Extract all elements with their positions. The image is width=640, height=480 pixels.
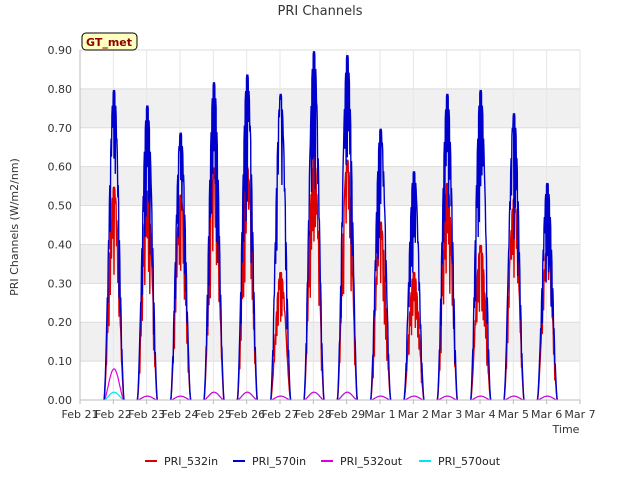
legend-label: PRI_570in	[252, 455, 306, 468]
x-tick-label: Mar 3	[431, 408, 462, 421]
series-day-curve	[203, 391, 225, 401]
series-day-curve	[270, 93, 292, 401]
series-day-curve	[536, 182, 558, 401]
series-layer	[103, 51, 558, 401]
axes: 0.00 0.10 0.20 0.30 0.40 0.50 0.60 0.70 0.80 0.90…	[48, 44, 596, 421]
y-tick-label: 0.00	[48, 394, 73, 407]
x-tick-label: Feb 28	[295, 408, 332, 421]
series-PRI_570in	[103, 51, 558, 401]
series-PRI_532out	[103, 368, 558, 401]
y-tick-label: 0.10	[48, 355, 73, 368]
series-day-curve	[503, 113, 525, 401]
x-tick-label: Feb 22	[95, 408, 132, 421]
series-day-curve	[270, 271, 292, 401]
badge-box	[81, 32, 138, 51]
series-day-curve	[170, 395, 191, 401]
y-tick-label: 0.20	[48, 316, 73, 329]
series-day-curve	[436, 93, 458, 401]
legend-item: PRI_532out	[321, 455, 403, 468]
x-tick-label: Mar 5	[498, 408, 529, 421]
series-day-curve	[203, 82, 225, 401]
x-tick-label: Feb 23	[128, 408, 165, 421]
series-day-curve	[504, 395, 524, 401]
series-day-curve	[103, 368, 125, 401]
badge-label: GT_met	[86, 36, 132, 49]
legend-label: PRI_570out	[438, 455, 501, 468]
y-tick-label: 0.70	[48, 122, 73, 135]
y-tick-label: 0.60	[48, 161, 73, 174]
series-day-curve	[237, 391, 258, 401]
series-day-curve	[303, 391, 325, 401]
series-day-curve	[437, 395, 458, 401]
series-day-curve	[270, 395, 291, 401]
series-day-curve	[403, 171, 425, 401]
y-tick-label: 0.30	[48, 277, 73, 290]
series-day-curve	[103, 391, 125, 401]
series-day-curve	[370, 128, 392, 401]
x-tick-label: Mar 4	[464, 408, 495, 421]
legend-item: PRI_532in	[145, 455, 218, 468]
legend-item: PRI_570in	[233, 455, 306, 468]
series-day-curve	[337, 391, 358, 401]
legend: PRI_532in PRI_570in PRI_532out PRI_570out	[145, 455, 501, 468]
y-tick-label: 0.90	[48, 44, 73, 57]
x-axis-label: Time	[552, 423, 580, 436]
x-tick-label: Mar 1	[364, 408, 395, 421]
x-tick-label: Feb 25	[195, 408, 232, 421]
series-day-curve	[137, 395, 158, 401]
series-day-curve	[303, 51, 325, 401]
series-day-curve	[103, 89, 125, 401]
series-day-curve	[470, 89, 492, 401]
legend-item: PRI_570out	[419, 455, 501, 468]
y-tick-label: 0.80	[48, 83, 73, 96]
legend-label: PRI_532in	[164, 455, 218, 468]
x-tick-label: Feb 26	[228, 408, 265, 421]
series-day-curve	[336, 55, 358, 401]
legend-label: PRI_532out	[340, 455, 403, 468]
background-band	[80, 322, 580, 362]
x-tick-label: Mar 2	[398, 408, 429, 421]
series-day-curve	[236, 74, 258, 401]
background-band	[80, 166, 580, 206]
background-bands	[80, 88, 580, 362]
y-axis-label: PRI Channels (W/m2/nm)	[8, 158, 21, 296]
x-tick-label: Feb 27	[262, 408, 299, 421]
y-tick-label: 0.40	[48, 238, 73, 251]
chart-title: PRI Channels	[278, 4, 363, 19]
series-day-curve	[370, 395, 391, 401]
background-band	[80, 244, 580, 284]
series-day-curve	[537, 395, 558, 401]
series-day-curve	[470, 244, 492, 401]
series-day-curve	[404, 395, 424, 401]
series-day-curve	[136, 105, 158, 401]
x-tick-label: Feb 29	[328, 408, 365, 421]
series-day-curve	[170, 132, 192, 401]
x-tick-label: Feb 24	[162, 408, 199, 421]
y-tick-label: 0.50	[48, 200, 73, 213]
x-tick-label: Feb 21	[62, 408, 99, 421]
x-tick-label: Mar 6	[531, 408, 562, 421]
x-tick-label: Mar 7	[564, 408, 595, 421]
background-band	[80, 88, 580, 128]
gt-met-badge: GT_met	[81, 32, 138, 51]
series-day-curve	[470, 395, 491, 401]
